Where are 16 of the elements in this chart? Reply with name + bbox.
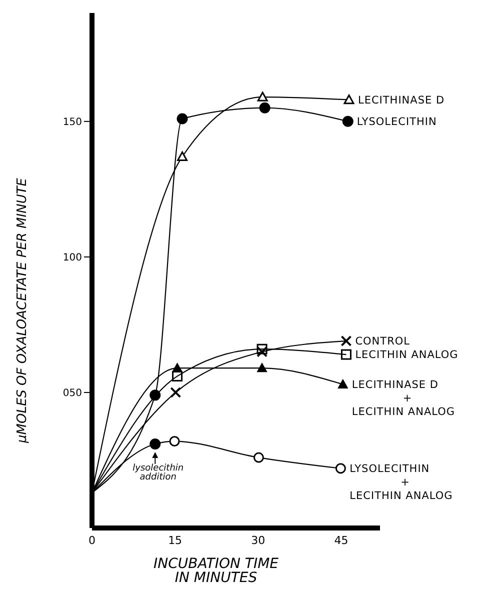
x-tick-label: 30 <box>251 534 266 547</box>
series-label: LECITHINASE D <box>358 94 445 106</box>
y-tick-label: 100 <box>62 252 82 264</box>
x-tick-label: 0 <box>88 534 96 547</box>
series-label: LECITHINASE D + LECITHIN ANALOG <box>352 379 455 418</box>
series-label: CONTROL <box>355 336 410 348</box>
x-axis-title: INCUBATION TIME IN MINUTES <box>153 556 279 586</box>
series-label: LYSOLECITHIN <box>356 116 437 128</box>
y-axis-title: μMOLES OF OXALOACETATE PER MINUTE <box>15 177 30 444</box>
y-tick-label: 150 <box>62 116 82 128</box>
annotation: lysolecithin addition <box>132 463 184 482</box>
x-tick-label: 15 <box>168 534 182 547</box>
series-label: LYSOLECITHIN + LECITHIN ANALOG <box>350 463 453 502</box>
y-tick-label: 050 <box>62 388 82 400</box>
x-tick-label: 45 <box>334 534 348 547</box>
series-label: LECITHIN ANALOG <box>355 349 458 362</box>
